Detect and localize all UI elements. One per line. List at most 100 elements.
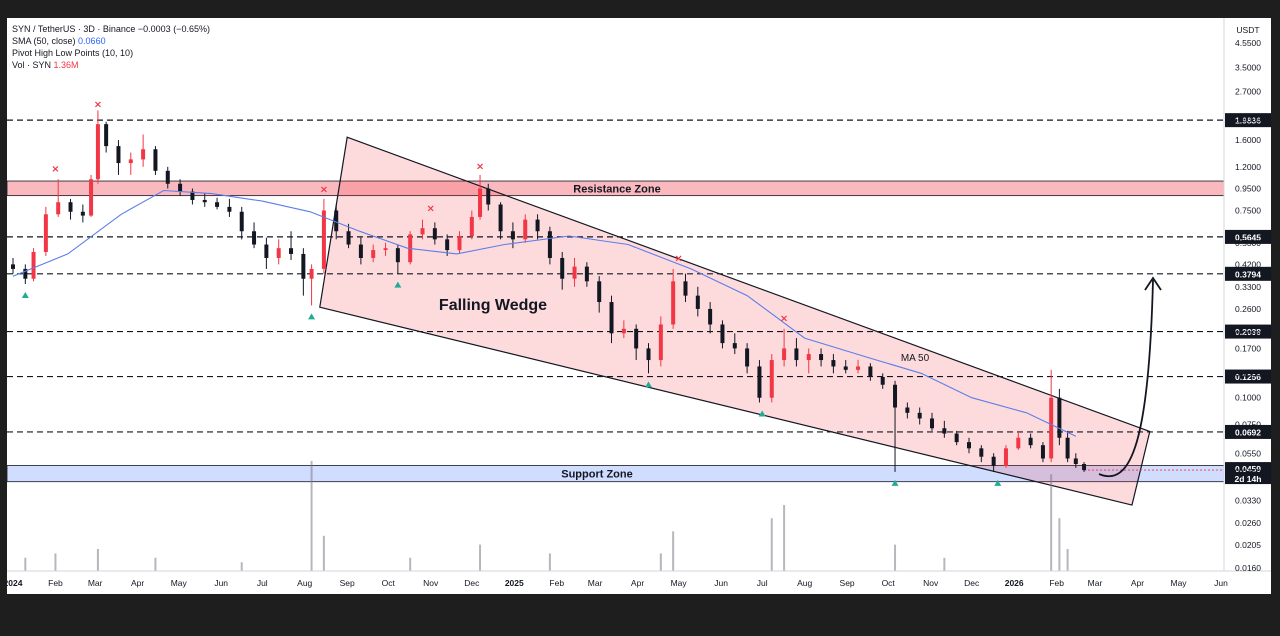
chart-legend: SYN / TetherUS · 3D · Binance −0.0003 (−… [12,23,210,71]
candle-body [621,328,626,334]
legend-pivot-row[interactable]: Pivot High Low Points (10, 10) [12,47,210,59]
volume-bar [96,549,99,571]
candle-body [868,366,873,377]
candle-body [757,366,762,398]
level-tag [1225,369,1271,384]
candle-body [1028,437,1033,446]
candle-body [1003,448,1008,466]
candle-body [819,354,824,361]
candle-body [658,324,663,361]
pivot-low-marker [394,281,402,288]
time-tick: May [1171,578,1188,588]
candle-body [584,266,589,282]
level-tag [1225,424,1271,439]
candle-body [535,219,540,232]
candle-body [831,360,836,367]
falling-wedge-label: Falling Wedge [439,297,547,314]
volume-bar [1066,549,1069,571]
candle-body [930,418,935,429]
price-tick: 1.6000 [1235,135,1261,145]
price-tick: 3.5000 [1235,62,1261,72]
volume-bar [770,518,773,571]
time-tick: May [671,578,688,588]
level-tag [1225,324,1271,339]
candle-body [215,202,220,207]
time-tick: Apr [1131,578,1144,588]
pivot-low-marker [645,381,653,388]
candle-body [165,170,170,184]
price-tick: 0.0750 [1235,419,1261,429]
candle-body [301,253,306,279]
candle-body [239,211,244,232]
candle-body [498,204,503,232]
level-tag-label: 0.5645 [1235,232,1261,242]
time-tick: Apr [131,578,144,588]
time-tick: Mar [1088,578,1103,588]
time-tick: May [171,578,188,588]
candle-body [966,442,971,449]
current-price-countdown: 2d 14h [1235,474,1262,484]
time-tick: Dec [464,578,480,588]
level-tag-label: 0.1256 [1235,372,1261,382]
candle-body [1073,458,1078,465]
level-tag-label: 0.0692 [1235,427,1261,437]
time-tick: Mar [588,578,603,588]
candle-body [597,281,602,303]
price-tick: 0.0160 [1235,563,1261,573]
candle-body [991,456,996,466]
legend-volume-label: Vol · SYN [12,60,52,70]
candle-body [89,179,94,216]
candle-body [1065,437,1070,459]
candle-body [720,324,725,344]
candle-body [23,268,28,279]
level-tag [1225,113,1271,128]
pivot-low-marker [21,292,29,299]
price-axis-unit: USDT [1236,25,1259,35]
resistance-zone-label: Resistance Zone [573,183,660,195]
time-tick: 2026 [1005,578,1024,588]
candle-body [395,248,400,263]
price-tick: 0.7500 [1235,206,1261,216]
legend-sma-row[interactable]: SMA (50, close) 0.0660 [12,35,210,47]
ma-50-label: MA 50 [901,353,930,364]
time-tick: Jul [257,578,268,588]
time-tick: Oct [882,578,896,588]
candle-body [227,206,232,212]
candle-body [609,302,614,334]
volume-bar [943,557,946,571]
time-tick: Feb [549,578,564,588]
time-tick: Jul [757,578,768,588]
candle-body [478,188,483,217]
legend-volume-row[interactable]: Vol · SYN 1.36M [12,59,210,71]
price-chart[interactable]: Resistance Zone Support Zone Falling Wedg… [7,18,1271,594]
pivot-low-marker [308,313,316,320]
candle-body [486,188,491,205]
candle-body [683,281,688,296]
volume-bar [548,553,551,571]
legend-sma-value: 0.0660 [78,36,106,46]
candle-body [358,244,363,258]
candle-body [264,244,269,258]
level-tag [1225,229,1271,244]
candle-body [346,231,351,245]
candle-body [383,248,388,251]
candle-body [880,376,885,385]
time-tick: Feb [1049,578,1064,588]
legend-change: −0.0003 (−0.65%) [137,24,210,34]
pivot-high-marker: × [476,161,484,172]
price-tick: 0.9500 [1235,184,1261,194]
volume-bar [240,562,243,571]
time-tick: Aug [797,578,812,588]
legend-symbol: SYN / TetherUS · 3D · Binance [12,24,136,34]
volume-bar [894,544,897,571]
price-tick: 0.2000 [1235,328,1261,338]
time-tick: Nov [423,578,439,588]
candle-body [917,412,922,419]
time-tick: Dec [964,578,980,588]
legend-pivot-label: Pivot High Low Points (10, 10) [12,48,134,58]
candle-body [634,328,639,349]
candle-body [445,239,450,251]
candle-body [371,250,376,258]
candle-body [708,308,713,325]
time-tick: Mar [88,578,103,588]
